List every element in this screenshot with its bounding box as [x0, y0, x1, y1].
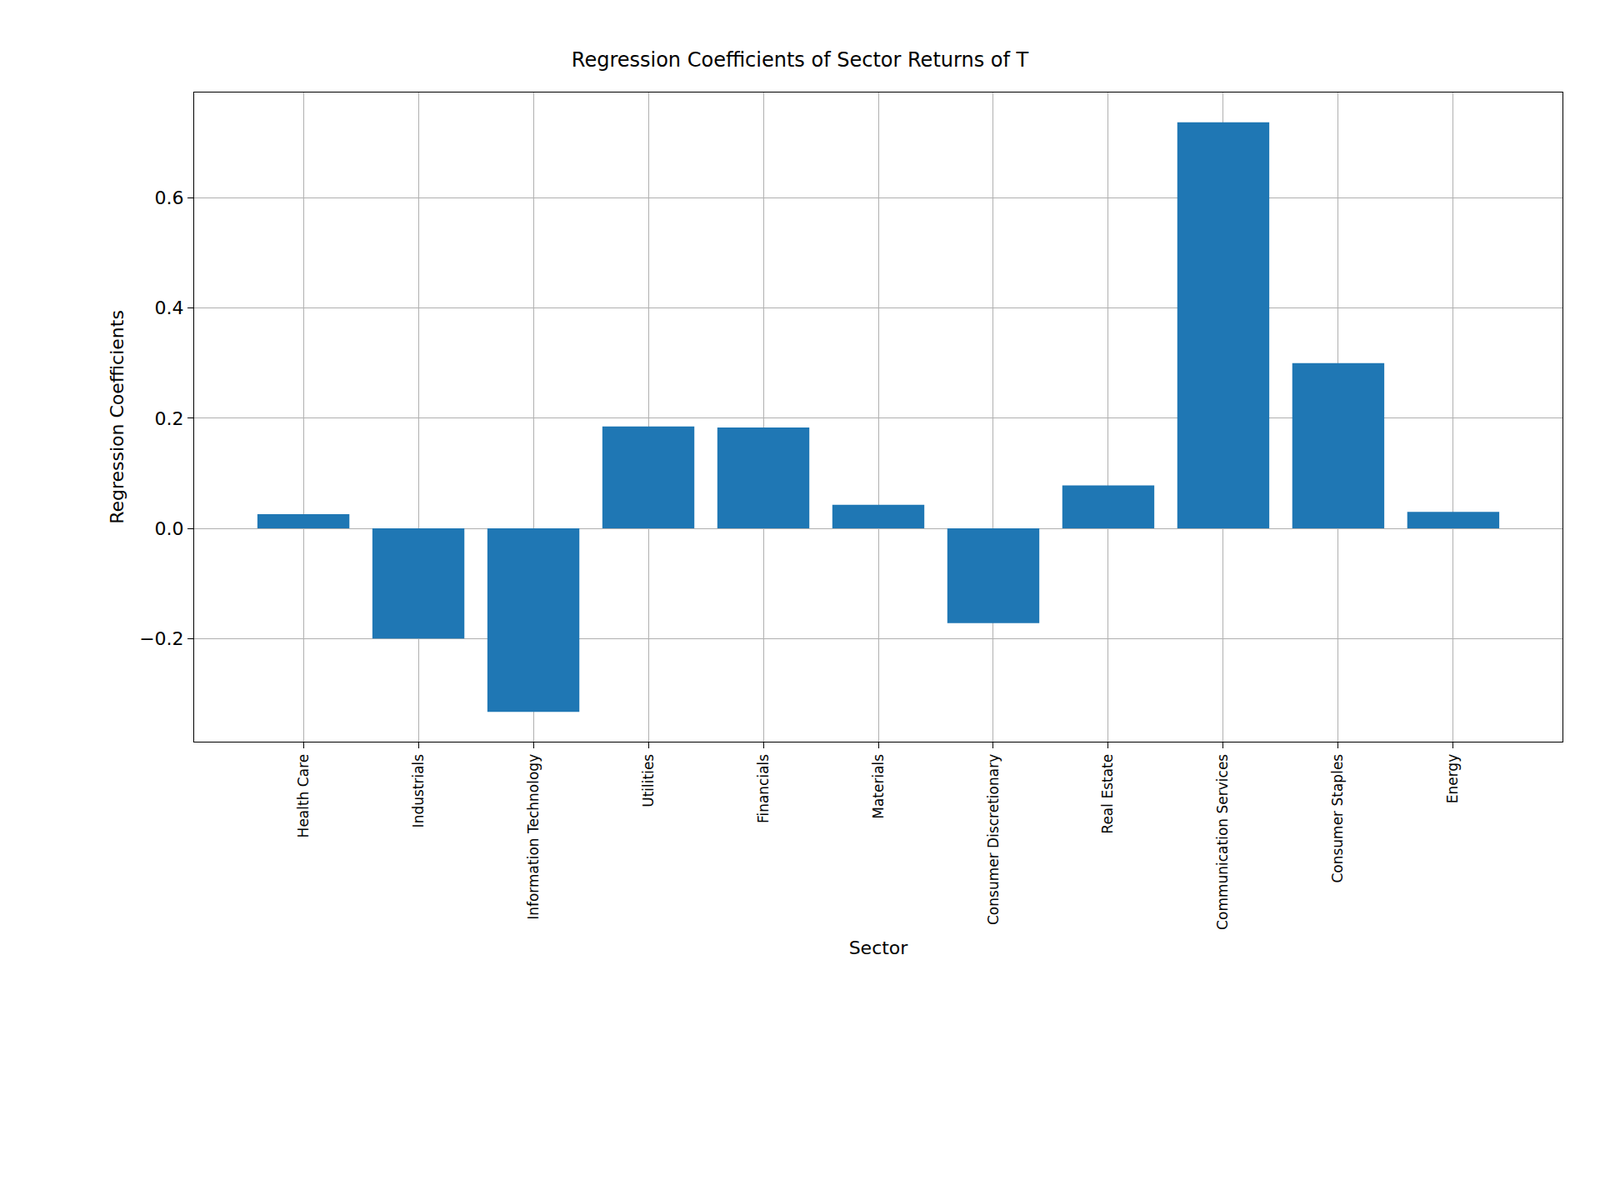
svg-text:Utilities: Utilities [640, 754, 657, 808]
svg-text:Health Care: Health Care [295, 754, 312, 839]
svg-text:0.6: 0.6 [155, 187, 185, 209]
svg-text:0.2: 0.2 [155, 408, 185, 430]
svg-text:Regression Coefficients: Regression Coefficients [106, 310, 128, 525]
svg-text:Energy: Energy [1444, 754, 1461, 805]
svg-text:Communication Services: Communication Services [1214, 754, 1231, 930]
svg-text:Materials: Materials [870, 754, 887, 820]
svg-text:0.0: 0.0 [155, 518, 185, 540]
svg-text:Financials: Financials [755, 754, 772, 824]
svg-text:Real Estate: Real Estate [1099, 754, 1116, 835]
svg-text:0.4: 0.4 [155, 297, 185, 319]
svg-text:Information Technology: Information Technology [525, 754, 542, 920]
svg-text:Sector: Sector [849, 937, 910, 959]
svg-text:Regression Coefficients of Sec: Regression Coefficients of Sector Return… [571, 48, 1030, 72]
svg-text:Industrials: Industrials [410, 754, 427, 829]
svg-text:Consumer Staples: Consumer Staples [1329, 754, 1346, 884]
svg-text:−0.2: −0.2 [139, 628, 184, 650]
svg-text:Consumer Discretionary: Consumer Discretionary [985, 754, 1002, 925]
